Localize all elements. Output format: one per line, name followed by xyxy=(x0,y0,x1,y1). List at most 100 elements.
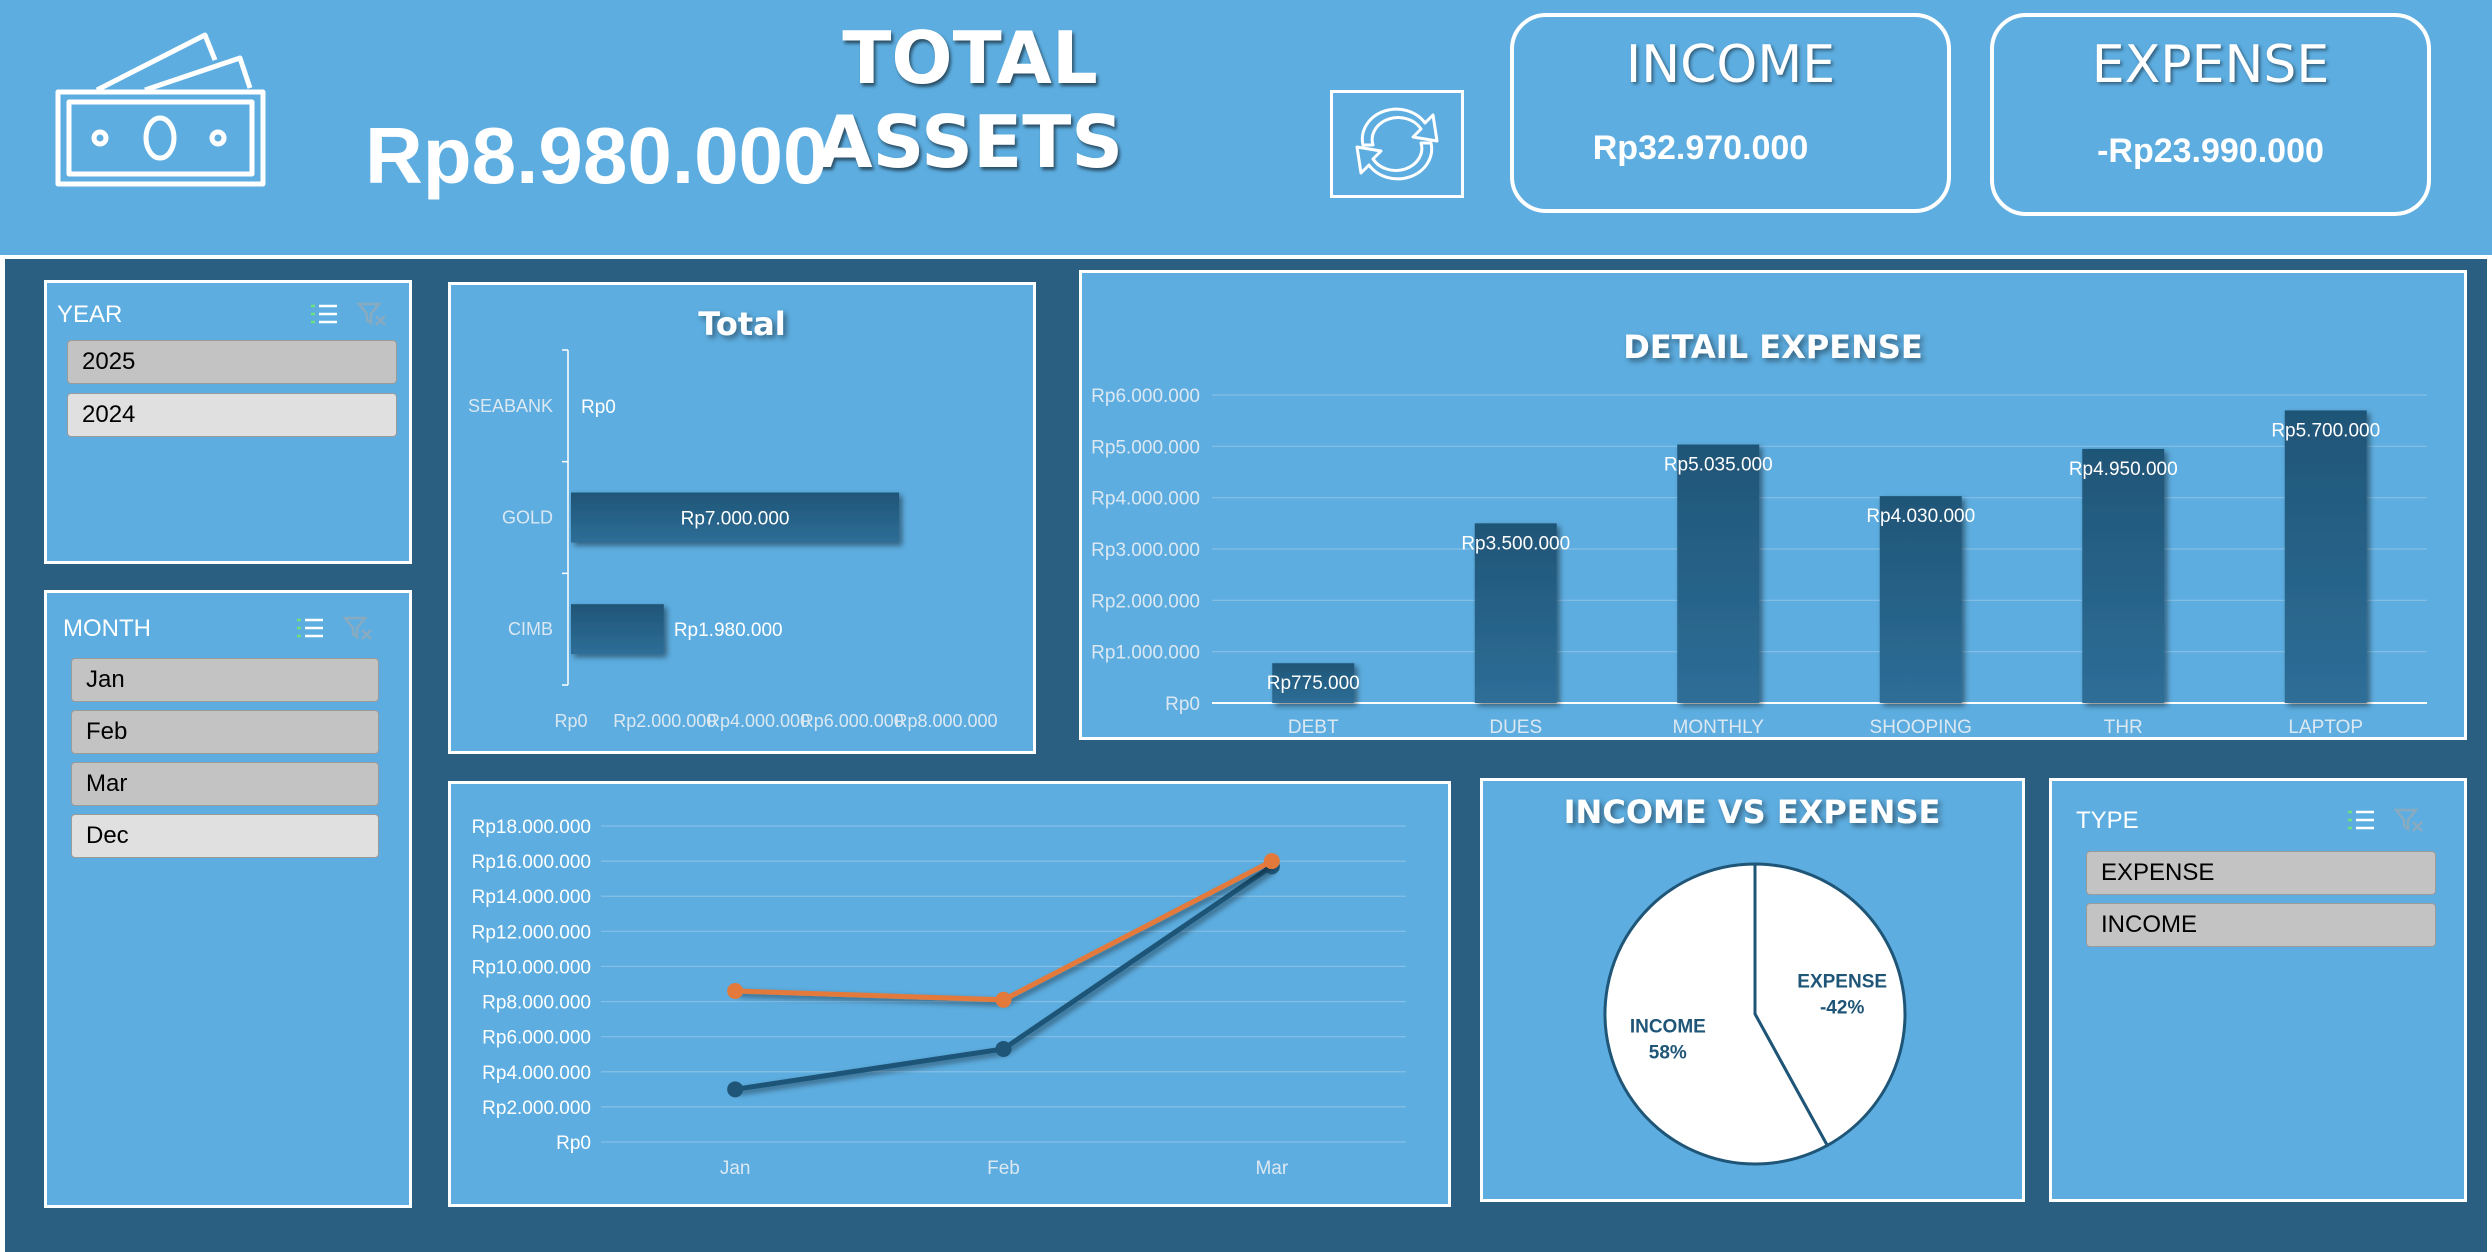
year-slicer-label: YEAR xyxy=(57,301,123,328)
total-chart-title: Total xyxy=(698,305,785,343)
total-chart-x-tick: Rp0 xyxy=(554,711,587,731)
line-chart-point xyxy=(727,1081,744,1098)
clear-filter-icon[interactable] xyxy=(357,301,387,327)
total-chart-x-tick: Rp4.000.000 xyxy=(707,711,810,731)
type-option-expense[interactable]: EXPENSE xyxy=(2086,851,2436,895)
month-slicer-label: MONTH xyxy=(63,615,151,642)
total-chart-panel: Total SEABANK Rp0 GOLD Rp7.000.000 CIMB Rp1.98… xyxy=(448,282,1036,754)
month-option-feb[interactable]: Feb xyxy=(71,710,379,754)
line-chart-y-tick: Rp0 xyxy=(556,1133,591,1154)
year-option-2024[interactable]: 2024 xyxy=(67,393,397,437)
total-chart-data-label: Rp0 xyxy=(581,397,616,418)
line-chart-point xyxy=(995,991,1012,1008)
detail-expense-category-label: SHOOPING xyxy=(1870,717,1972,737)
detail-expense-category-label: THR xyxy=(2104,717,2143,737)
total-chart-category-label: CIMB xyxy=(508,619,553,639)
income-kpi-value: Rp32.970.000 xyxy=(1592,129,1809,167)
detail-expense-y-tick: Rp1.000.000 xyxy=(1091,643,1200,664)
total-chart-bar xyxy=(571,604,664,655)
total-chart-x-tick: Rp8.000.000 xyxy=(894,711,997,731)
type-option-income[interactable]: INCOME xyxy=(2086,903,2436,947)
month-option-jan[interactable]: Jan xyxy=(71,658,379,702)
year-option-2025[interactable]: 2025 xyxy=(67,340,397,384)
detail-expense-bar xyxy=(2082,448,2165,703)
detail-expense-y-tick: Rp5.000.000 xyxy=(1091,437,1200,458)
line-chart-series-line xyxy=(735,858,1273,1003)
line-chart-y-tick: Rp16.000.000 xyxy=(472,852,591,873)
detail-expense-y-tick: Rp4.000.000 xyxy=(1091,489,1200,510)
header-banner: TOTAL ASSETS Rp8.980.000 INCOME Rp32.970… xyxy=(0,0,2492,255)
line-chart-y-tick: Rp4.000.000 xyxy=(482,1063,591,1084)
year-slicer: YEAR 2025 2024 xyxy=(44,280,412,564)
total-bar-chart: Total SEABANK Rp0 GOLD Rp7.000.000 CIMB Rp1.98… xyxy=(468,305,998,731)
income-kpi-label: INCOME xyxy=(1625,35,1836,95)
clear-filter-icon[interactable] xyxy=(343,615,373,641)
line-chart-point xyxy=(727,983,744,1000)
multi-select-icon[interactable] xyxy=(309,301,339,327)
line-chart-y-tick: Rp12.000.000 xyxy=(472,922,591,943)
detail-expense-bar xyxy=(1677,444,1760,703)
total-chart-data-label: Rp7.000.000 xyxy=(681,509,790,530)
total-chart-data-label: Rp1.980.000 xyxy=(674,620,783,641)
money-bills-icon xyxy=(55,32,266,187)
line-chart-x-tick: Mar xyxy=(1255,1158,1288,1179)
multi-select-icon[interactable] xyxy=(2346,807,2376,833)
month-slicer: MONTH Jan Feb Mar Dec xyxy=(44,590,412,1208)
expense-kpi-card: EXPENSE -Rp23.990.000 xyxy=(1990,13,2431,216)
pie-chart-title: INCOME VS EXPENSE xyxy=(1564,793,1941,831)
income-expense-line-chart: Rp0 Rp2.000.000 Rp4.000.000 Rp6.000.000 Rp8.… xyxy=(472,817,1406,1179)
trend-line-panel: Rp0 Rp2.000.000 Rp4.000.000 Rp6.000.000 Rp8.… xyxy=(448,781,1451,1207)
income-vs-expense-panel: INCOME VS EXPENSE EXPENSE -42% INCOME 58% xyxy=(1480,778,2025,1202)
detail-expense-data-label: Rp4.030.000 xyxy=(1866,506,1975,527)
detail-expense-data-label: Rp775.000 xyxy=(1267,673,1360,694)
pie-slice xyxy=(1603,862,1829,1166)
income-vs-expense-pie: INCOME VS EXPENSE EXPENSE -42% INCOME 58% xyxy=(1564,793,1941,1166)
detail-expense-bar xyxy=(1879,496,1962,703)
refresh-icon xyxy=(1355,107,1439,181)
page-title: TOTAL ASSETS xyxy=(816,16,1124,184)
line-chart-y-tick: Rp6.000.000 xyxy=(482,1028,591,1049)
detail-expense-category-label: DEBT xyxy=(1288,717,1339,737)
detail-expense-y-tick: Rp0 xyxy=(1165,694,1200,715)
income-kpi-card: INCOME Rp32.970.000 xyxy=(1510,13,1951,213)
line-chart-y-tick: Rp14.000.000 xyxy=(472,887,591,908)
expense-kpi-value: -Rp23.990.000 xyxy=(2097,132,2324,170)
line-chart-point xyxy=(1263,853,1280,870)
total-assets-value: Rp8.980.000 xyxy=(365,111,828,200)
line-chart-y-tick: Rp8.000.000 xyxy=(482,993,591,1014)
line-chart-y-tick: Rp18.000.000 xyxy=(472,817,591,838)
detail-expense-panel: DETAIL EXPENSE Rp0 Rp1.000.000 Rp2.000.000 R… xyxy=(1079,270,2467,740)
total-chart-category-label: SEABANK xyxy=(468,396,553,416)
total-chart-x-tick: Rp2.000.000 xyxy=(613,711,716,731)
month-option-mar[interactable]: Mar xyxy=(71,762,379,806)
detail-expense-bar xyxy=(1474,523,1557,703)
detail-expense-title: DETAIL EXPENSE xyxy=(1623,328,1923,366)
detail-expense-data-label: Rp3.500.000 xyxy=(1461,533,1570,554)
pie-slice xyxy=(1753,862,1907,1147)
month-option-dec[interactable]: Dec xyxy=(71,814,379,858)
line-chart-y-tick: Rp2.000.000 xyxy=(482,1098,591,1119)
detail-expense-bar xyxy=(1272,663,1355,703)
detail-expense-bar xyxy=(2284,410,2367,703)
detail-expense-data-label: Rp4.950.000 xyxy=(2069,459,2178,480)
pie-slice-percent: 58% xyxy=(1649,1042,1687,1063)
detail-expense-data-label: Rp5.700.000 xyxy=(2271,420,2380,441)
detail-expense-y-tick: Rp2.000.000 xyxy=(1091,591,1200,612)
refresh-button[interactable] xyxy=(1330,90,1464,198)
clear-filter-icon[interactable] xyxy=(2394,807,2424,833)
pie-slice-label: INCOME xyxy=(1630,1016,1706,1037)
type-slicer: TYPE EXPENSE INCOME xyxy=(2049,778,2467,1202)
detail-expense-category-label: MONTHLY xyxy=(1673,717,1765,737)
detail-expense-y-tick: Rp3.000.000 xyxy=(1091,540,1200,561)
line-chart-x-tick: Feb xyxy=(987,1158,1020,1179)
type-slicer-label: TYPE xyxy=(2076,807,2139,834)
line-chart-y-tick: Rp10.000.000 xyxy=(472,957,591,978)
total-chart-x-tick: Rp6.000.000 xyxy=(801,711,904,731)
total-chart-category-label: GOLD xyxy=(502,508,553,528)
detail-expense-category-label: DUES xyxy=(1489,717,1542,737)
line-chart-x-tick: Jan xyxy=(720,1158,751,1179)
detail-expense-y-tick: Rp6.000.000 xyxy=(1091,386,1200,407)
line-chart-point xyxy=(995,1040,1012,1057)
total-chart-bar xyxy=(571,492,900,543)
multi-select-icon[interactable] xyxy=(295,615,325,641)
